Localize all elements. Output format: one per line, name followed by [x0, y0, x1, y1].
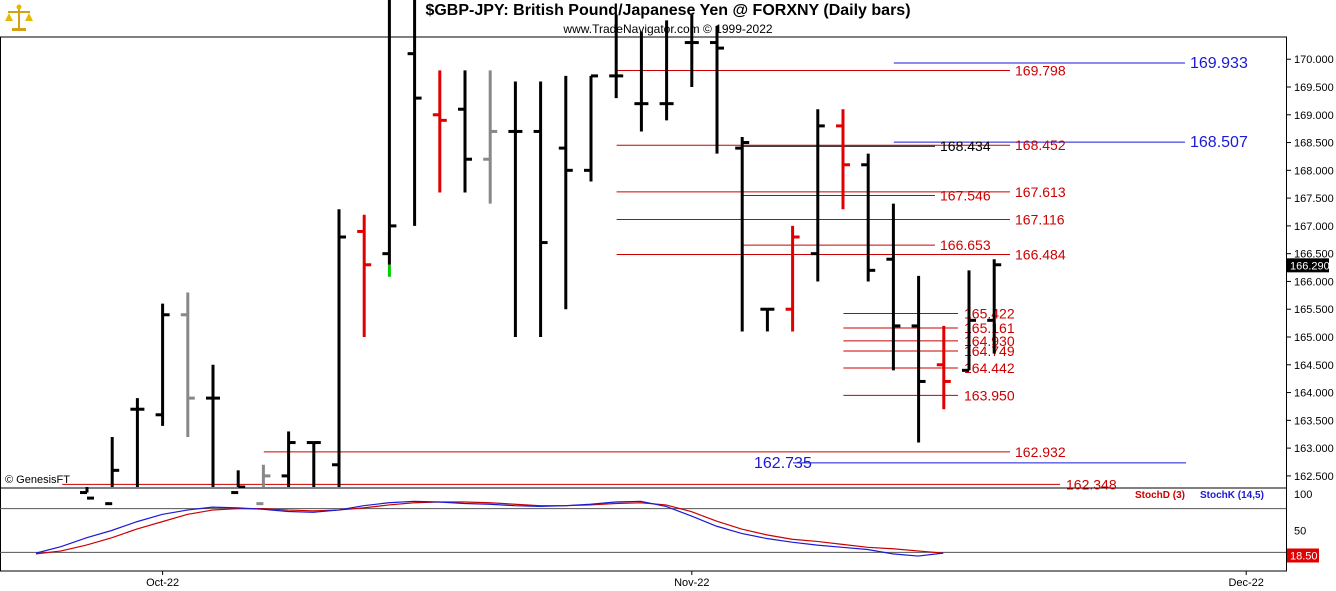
date-axis: Oct-22 Nov-22 Dec-22 — [146, 571, 1264, 589]
ohlc-bar — [332, 209, 346, 487]
ohlc-bar — [886, 203, 901, 371]
price-axis-label: 167.000 — [1294, 221, 1334, 233]
price-axis-label: 169.500 — [1294, 82, 1334, 94]
level-label: 169.933 — [1190, 55, 1248, 72]
level-label: 169.798 — [1015, 62, 1066, 78]
level-label: 165.422 — [964, 306, 1015, 322]
chart-title: $GBP-JPY: British Pound/Japanese Yen @ F… — [425, 2, 911, 19]
ohlc-bar — [936, 325, 951, 410]
ohlc-bar — [810, 109, 825, 282]
price-axis-label: 164.500 — [1294, 360, 1334, 372]
ohlc-bar — [684, 14, 699, 87]
stoch-axis-label: 100 — [1294, 489, 1312, 501]
stoch-legend-item: StochK (14,5) — [1200, 490, 1264, 501]
price-axis-label: 169.000 — [1294, 110, 1334, 122]
price-axis-label: 167.500 — [1294, 193, 1334, 205]
ohlc-bar — [609, 14, 624, 99]
level-label: 164.749 — [964, 343, 1015, 359]
ohlc-bar — [735, 137, 750, 332]
level-label: 168.452 — [1015, 137, 1066, 153]
stoch-legend-item: StochD (3) — [1135, 490, 1185, 501]
price-axis-label: 165.500 — [1294, 304, 1334, 316]
ohlc-bar — [432, 70, 447, 193]
ohlc-bar — [357, 214, 372, 337]
price-bars — [80, 0, 1002, 506]
ohlc-bar — [206, 364, 220, 487]
ohlc-bar — [634, 31, 649, 132]
ohlc-bar — [407, 0, 422, 226]
ohlc-bar — [256, 464, 271, 506]
ohlc-bar — [306, 441, 321, 487]
copyright-label: © GenesisFT — [5, 474, 70, 486]
level-label: 168.434 — [940, 138, 991, 154]
stoch-series-line — [35, 501, 944, 555]
ohlc-bar — [760, 307, 775, 332]
stoch-last-value-label: 18.50 — [1290, 550, 1318, 562]
ohlc-bar — [483, 70, 498, 204]
price-axis-label: 163.500 — [1294, 415, 1334, 427]
price-axis-label: 163.000 — [1294, 443, 1334, 455]
chart-subtitle: www.TradeNavigator.com © 1999-2022 — [563, 22, 773, 36]
ohlc-bar — [785, 225, 800, 332]
ohlc-bar — [861, 153, 876, 282]
ohlc-bar — [382, 0, 397, 277]
ohlc-bar — [533, 81, 548, 337]
price-axis-label: 165.000 — [1294, 332, 1334, 344]
price-axis-label: 164.000 — [1294, 388, 1334, 400]
level-label: 166.653 — [940, 237, 991, 253]
ohlc-bar — [911, 275, 926, 443]
ohlc-bar — [130, 398, 145, 487]
ohlc-bar — [659, 20, 674, 121]
ohlc-bar — [155, 303, 170, 426]
price-axis-label: 168.000 — [1294, 165, 1334, 177]
level-label: 165.161 — [964, 320, 1015, 336]
price-axis-label: 166.500 — [1294, 249, 1334, 261]
level-label: 164.930 — [964, 333, 1015, 349]
ohlc-bar — [281, 431, 296, 487]
level-label: 168.507 — [1190, 134, 1248, 151]
price-axis-label: 162.500 — [1294, 471, 1334, 483]
ohlc-bar — [80, 487, 94, 500]
level-label: 166.484 — [1015, 247, 1066, 263]
price-axis-label: 168.500 — [1294, 138, 1334, 150]
date-axis-label: Nov-22 — [674, 577, 709, 589]
date-axis-label: Dec-22 — [1228, 577, 1263, 589]
price-axis-label: 170.000 — [1294, 54, 1334, 66]
ohlc-bar — [710, 25, 724, 154]
ohlc-bar — [558, 75, 573, 310]
ohlc-bar — [231, 470, 246, 495]
level-label: 167.546 — [940, 188, 991, 204]
gold-balance-scale-icon — [5, 4, 33, 31]
level-label: 162.932 — [1015, 444, 1066, 460]
ohlc-bar — [836, 109, 850, 210]
ohlc-bar — [105, 437, 120, 506]
ohlc-bar — [584, 74, 598, 182]
stoch-axis-label: 50 — [1294, 526, 1306, 538]
level-lines: 169.933 169.798 168.507 168.452 168.434 167.6… — [62, 55, 1248, 492]
level-label: 164.442 — [964, 360, 1015, 376]
level-label: 167.116 — [1015, 211, 1065, 227]
price-axis: 170.000 169.500 169.000 168.500 168.000 167.5… — [1286, 54, 1334, 483]
ohlc-bar — [962, 270, 976, 372]
date-axis-label: Oct-22 — [146, 577, 179, 589]
ohlc-bar — [458, 70, 472, 193]
ohlc-bar — [987, 259, 1002, 354]
stoch-last-value-box — [1287, 548, 1319, 563]
level-label: 167.613 — [1015, 184, 1066, 200]
last-price-label: 166.290 — [1290, 260, 1330, 272]
ohlc-bar — [508, 81, 523, 337]
level-label: 162.348 — [1066, 476, 1117, 492]
stoch-series-line — [35, 500, 944, 557]
last-price-box — [1287, 258, 1329, 273]
stochastic-panel: 100 50 StochD (3) StochK (14,5) 18.50 — [0, 489, 1319, 563]
chart-frame — [0, 36, 1287, 572]
level-label: 163.950 — [964, 387, 1015, 403]
price-axis-label: 166.000 — [1294, 276, 1334, 288]
plot-border — [0, 36, 1287, 572]
ohlc-bar — [180, 292, 195, 437]
level-label: 162.735 — [754, 455, 812, 472]
